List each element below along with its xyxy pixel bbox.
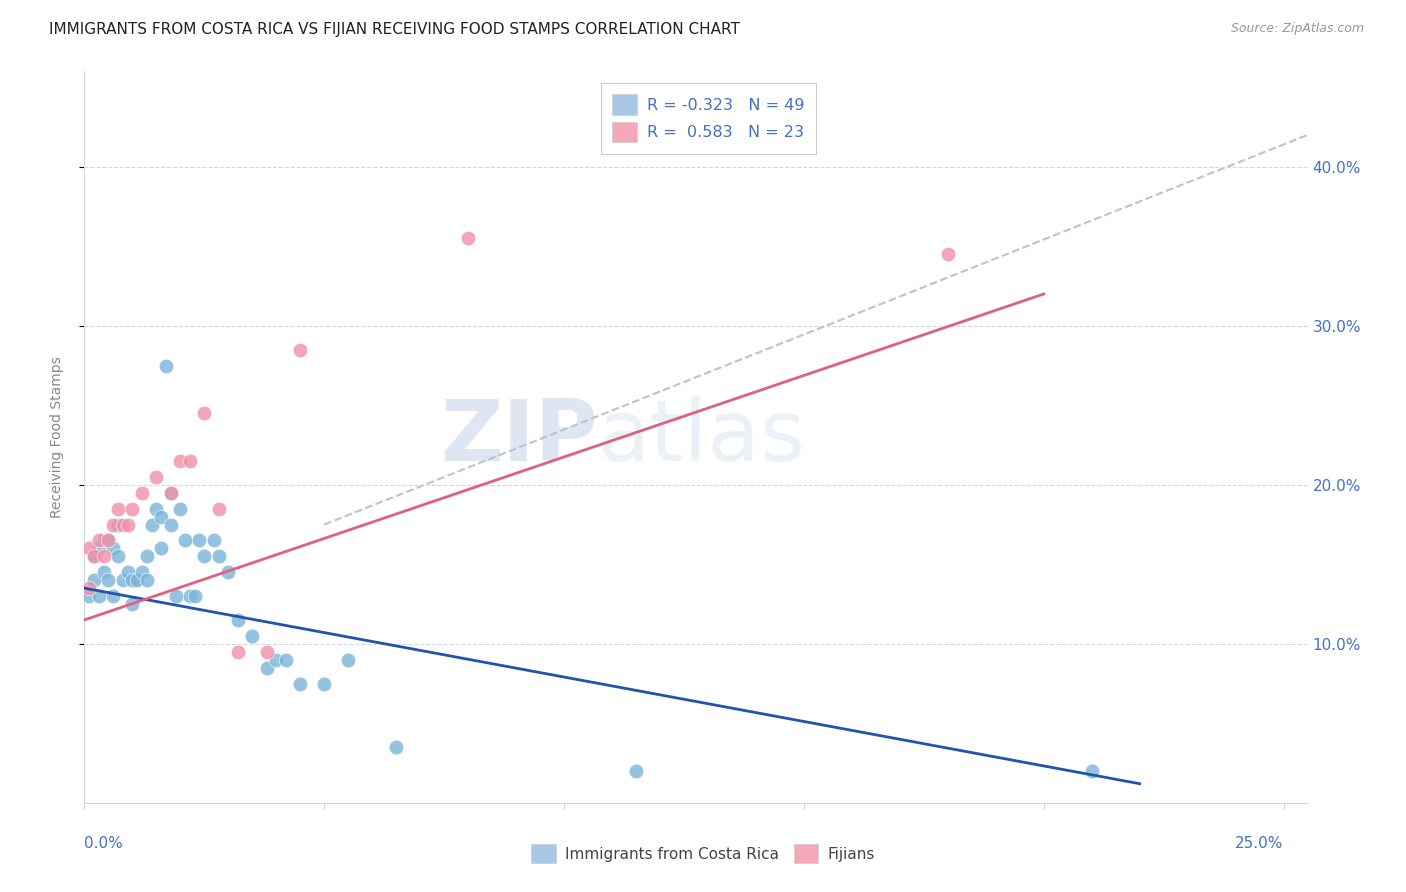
Point xyxy=(208,501,231,516)
Point xyxy=(208,549,231,564)
Point xyxy=(111,517,134,532)
Point xyxy=(107,517,129,532)
Point xyxy=(107,549,129,564)
Point xyxy=(290,676,312,690)
Point xyxy=(274,653,297,667)
Point xyxy=(107,501,129,516)
Point xyxy=(150,541,173,556)
Point xyxy=(188,533,211,548)
Point xyxy=(83,573,105,587)
Point xyxy=(179,589,201,603)
Point xyxy=(169,454,191,468)
Point xyxy=(135,549,157,564)
Point xyxy=(193,406,215,420)
Point xyxy=(1080,764,1102,778)
Point xyxy=(97,533,120,548)
Point xyxy=(131,485,153,500)
Point xyxy=(87,589,110,603)
Point xyxy=(159,517,181,532)
Point xyxy=(936,247,959,261)
Point xyxy=(141,517,163,532)
Point xyxy=(87,533,110,548)
Text: 0.0%: 0.0% xyxy=(84,836,124,851)
Point xyxy=(101,541,124,556)
Point xyxy=(385,740,408,755)
Text: atlas: atlas xyxy=(598,395,806,479)
Point xyxy=(77,581,100,595)
Point xyxy=(121,597,143,611)
Text: Source: ZipAtlas.com: Source: ZipAtlas.com xyxy=(1230,22,1364,36)
Point xyxy=(159,485,181,500)
Point xyxy=(101,517,124,532)
Point xyxy=(87,541,110,556)
Point xyxy=(193,549,215,564)
Point xyxy=(337,653,360,667)
Point xyxy=(624,764,647,778)
Point xyxy=(77,589,100,603)
Point xyxy=(150,509,173,524)
Point xyxy=(97,533,120,548)
Point xyxy=(314,676,336,690)
Y-axis label: Receiving Food Stamps: Receiving Food Stamps xyxy=(49,356,63,518)
Legend: Immigrants from Costa Rica, Fijians: Immigrants from Costa Rica, Fijians xyxy=(523,836,883,871)
Point xyxy=(93,549,115,564)
Point xyxy=(117,517,139,532)
Point xyxy=(93,533,115,548)
Point xyxy=(226,645,249,659)
Point xyxy=(217,566,239,580)
Point xyxy=(97,573,120,587)
Point xyxy=(111,573,134,587)
Point xyxy=(240,629,263,643)
Point xyxy=(159,485,181,500)
Legend: R = -0.323   N = 49, R =  0.583   N = 23: R = -0.323 N = 49, R = 0.583 N = 23 xyxy=(600,83,815,153)
Point xyxy=(121,501,143,516)
Point xyxy=(179,454,201,468)
Text: 25.0%: 25.0% xyxy=(1236,836,1284,851)
Point xyxy=(127,573,149,587)
Point xyxy=(93,566,115,580)
Point xyxy=(165,589,187,603)
Point xyxy=(145,470,167,484)
Point xyxy=(117,566,139,580)
Point xyxy=(264,653,287,667)
Point xyxy=(145,501,167,516)
Point xyxy=(183,589,205,603)
Point xyxy=(155,359,177,373)
Point xyxy=(290,343,312,357)
Point xyxy=(83,549,105,564)
Point xyxy=(174,533,197,548)
Point xyxy=(77,541,100,556)
Text: IMMIGRANTS FROM COSTA RICA VS FIJIAN RECEIVING FOOD STAMPS CORRELATION CHART: IMMIGRANTS FROM COSTA RICA VS FIJIAN REC… xyxy=(49,22,740,37)
Point xyxy=(256,645,278,659)
Point xyxy=(256,660,278,674)
Point xyxy=(457,231,479,245)
Text: ZIP: ZIP xyxy=(440,395,598,479)
Point xyxy=(83,549,105,564)
Point xyxy=(202,533,225,548)
Point xyxy=(135,573,157,587)
Point xyxy=(169,501,191,516)
Point xyxy=(226,613,249,627)
Point xyxy=(121,573,143,587)
Point xyxy=(101,589,124,603)
Point xyxy=(131,566,153,580)
